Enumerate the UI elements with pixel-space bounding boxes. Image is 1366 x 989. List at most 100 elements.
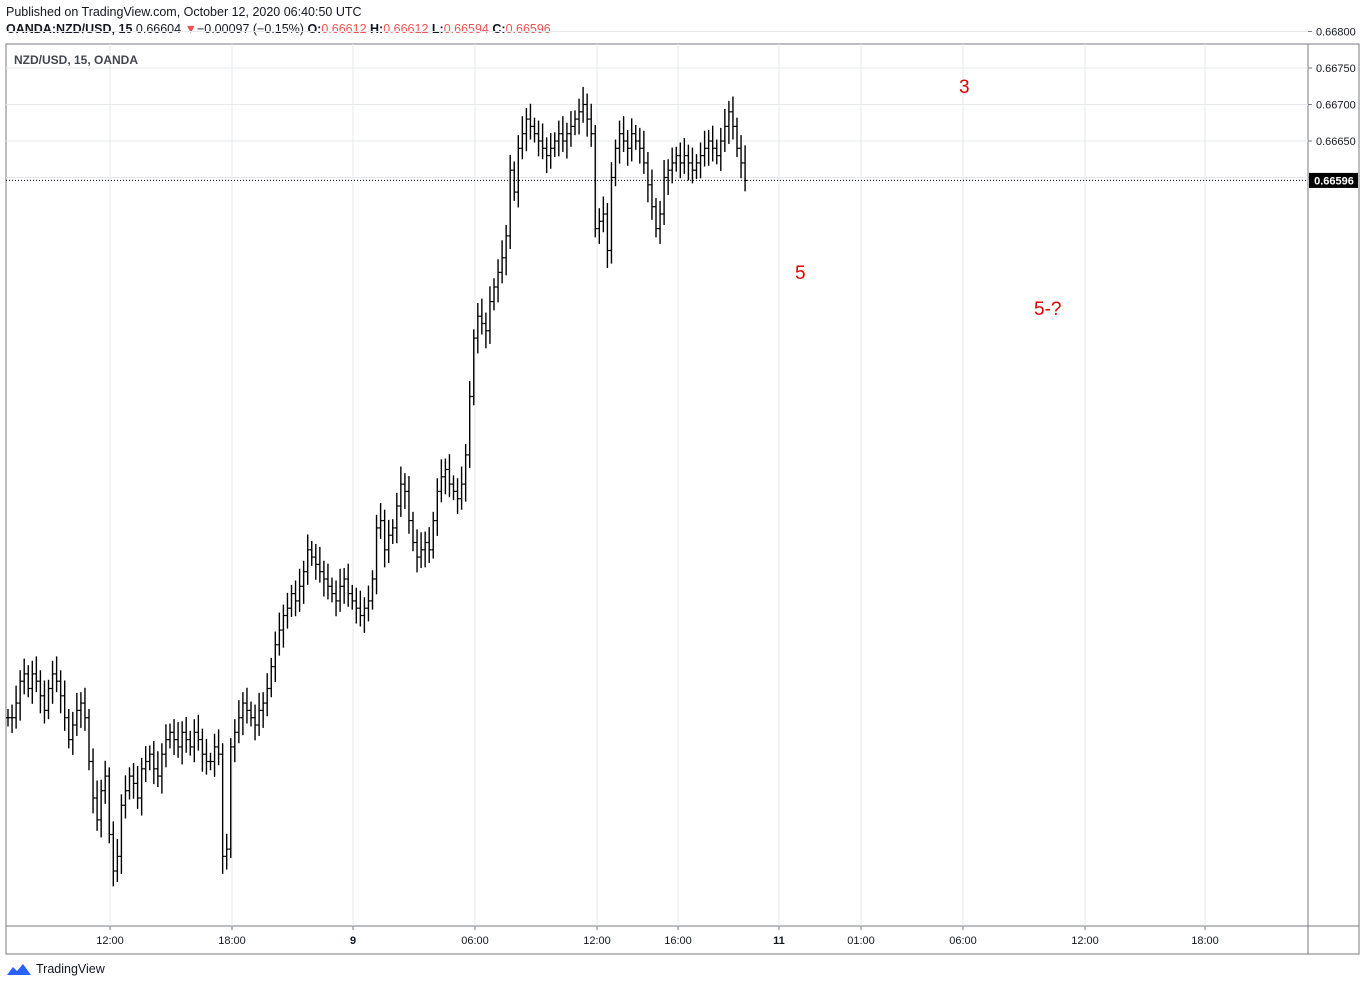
change-arrow-icon: ▼ — [184, 22, 197, 36]
close-value: 0.66596 — [505, 22, 551, 36]
ohlc-bar — [168, 723, 172, 749]
ohlc-bar — [394, 492, 399, 544]
ohlc-bar — [629, 118, 634, 162]
high-label: H: — [370, 22, 384, 36]
ohlc-bar — [147, 745, 152, 771]
ohlc-bar — [690, 147, 695, 184]
ohlc-bar — [492, 278, 496, 311]
ohlc-bar — [504, 224, 509, 276]
ohlc-bar — [431, 511, 436, 559]
annotation-wave-3: 3 — [959, 77, 970, 98]
ohlc-bar — [487, 286, 492, 344]
ohlc-bar — [552, 132, 557, 158]
ohlc-bar — [224, 833, 229, 870]
ohlc-bar — [212, 733, 217, 777]
last-price: 0.66604 — [135, 22, 182, 36]
ohlc-bar — [706, 130, 711, 166]
ohlc-bar — [406, 476, 411, 534]
ohlc-bar — [293, 580, 298, 617]
ohlc-bar — [42, 680, 47, 724]
ohlc-bar — [589, 103, 594, 147]
ohlc-bar — [277, 612, 282, 656]
ohlc-bar — [512, 161, 517, 201]
ohlc-bar — [621, 116, 626, 152]
ohlc-bar — [232, 719, 237, 763]
ohlc-bar — [532, 117, 537, 143]
ohlc-bar — [378, 503, 383, 539]
ohlc-bar — [447, 454, 452, 498]
ohlc-bar — [605, 203, 610, 269]
ohlc-bar — [342, 568, 347, 604]
ohlc-bar — [62, 680, 67, 731]
ohlc-bar — [617, 120, 622, 164]
ohlc-bar — [548, 132, 553, 169]
annotation-wave-5: 5 — [795, 263, 806, 284]
price-tick-label: 0.66750 — [1316, 63, 1356, 75]
ohlc-bar — [22, 658, 27, 695]
ohlc-bar — [297, 568, 302, 612]
ohlc-bar — [625, 130, 630, 166]
ohlc-bar — [14, 685, 19, 729]
close-label: C: — [492, 22, 506, 36]
price-tick-label: 0.66850 — [1316, 0, 1356, 2]
ohlc-bar — [176, 722, 181, 758]
ohlc-bar — [637, 127, 642, 164]
ohlc-bar — [739, 135, 744, 179]
ohlc-bar — [196, 714, 201, 751]
ohlc-bar — [475, 303, 480, 354]
ohlc-bar — [131, 762, 136, 799]
ohlc-bar — [362, 597, 367, 634]
ohlc-bar — [139, 757, 144, 816]
ohlc-bar — [658, 200, 663, 244]
ohlc-bar — [338, 568, 343, 612]
time-tick-label: 9 — [350, 935, 356, 947]
ohlc-bar — [678, 142, 683, 179]
symbol-label[interactable]: OANDA:NZD/USD, 15 — [6, 22, 133, 36]
time-tick-label: 12:00 — [96, 935, 124, 947]
ohlc-bar — [427, 527, 432, 563]
ohlc-bar — [609, 162, 614, 264]
ohlc-bar — [119, 794, 124, 874]
ohlc-bar — [66, 708, 71, 749]
ohlc-bar — [265, 673, 270, 717]
price-chart[interactable]: 0.666000.666500.667000.667500.668000.668… — [0, 0, 1366, 960]
ohlc-bar — [455, 478, 460, 515]
ohlc-bar — [135, 765, 140, 809]
ohlc-bar — [38, 670, 43, 714]
ohlc-bar — [601, 196, 606, 233]
ohlc-bar — [358, 590, 363, 627]
ohlc-bar — [346, 563, 351, 607]
ohlc-bar — [325, 563, 330, 600]
ohlc-bar — [698, 142, 703, 179]
ohlc-bar — [500, 240, 505, 284]
ohlc-bar — [390, 519, 395, 544]
ohlc-bar — [74, 692, 79, 736]
ohlc-bar — [228, 738, 233, 858]
ohlc-bar — [463, 443, 468, 502]
ohlc-bar — [285, 592, 290, 629]
ohlc-bar — [159, 743, 164, 794]
ohlc-bar — [710, 125, 715, 162]
time-tick-label: 12:00 — [1071, 935, 1099, 947]
ohlc-bar — [577, 98, 582, 135]
time-tick-label: 06:00 — [949, 935, 977, 947]
ohlc-bar — [253, 704, 258, 741]
ohlc-bar — [107, 767, 112, 844]
ohlc-bar — [273, 631, 278, 682]
ohlc-bar — [479, 298, 484, 335]
ohlc-bar — [670, 147, 675, 184]
ohlc-bar — [244, 687, 249, 724]
ohlc-bar — [334, 580, 339, 617]
ohlc-bar — [649, 169, 654, 220]
ohlc-bar — [184, 716, 189, 753]
ohlc-bar — [702, 130, 707, 167]
ohlc-bar — [536, 120, 541, 157]
ohlc-bar — [269, 657, 274, 698]
ohlc-bar — [317, 546, 322, 583]
ohlc-bar — [95, 780, 100, 831]
ohlc-bar — [366, 585, 371, 622]
brand[interactable]: TradingView — [6, 962, 105, 976]
ohlc-bar — [30, 660, 35, 704]
time-tick-label: 16:00 — [664, 935, 692, 947]
ohlc-bar — [301, 560, 306, 604]
